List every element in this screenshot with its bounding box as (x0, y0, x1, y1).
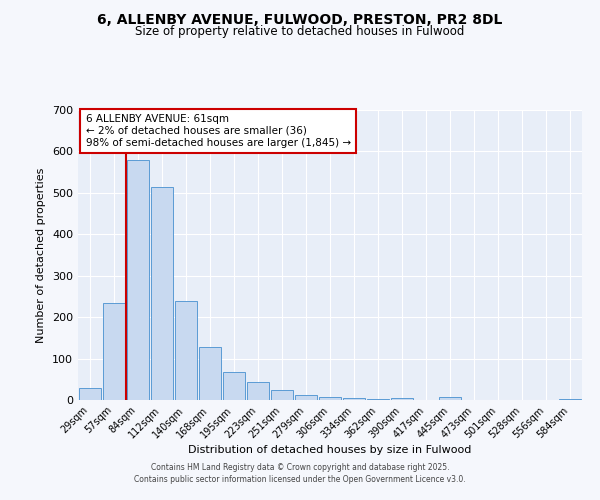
Bar (319, 396, 341, 400)
Text: 6 ALLENBY AVENUE: 61sqm
← 2% of detached houses are smaller (36)
98% of semi-det: 6 ALLENBY AVENUE: 61sqm ← 2% of detached… (86, 114, 350, 148)
Bar (439, 396, 461, 400)
Bar (223, 372, 245, 400)
Bar (103, 302, 125, 400)
Text: 6, ALLENBY AVENUE, FULWOOD, PRESTON, PR2 8DL: 6, ALLENBY AVENUE, FULWOOD, PRESTON, PR2… (97, 12, 503, 26)
Bar (391, 398, 413, 400)
Bar (343, 398, 365, 400)
Bar (271, 390, 293, 400)
Y-axis label: Number of detached properties: Number of detached properties (37, 168, 46, 342)
Text: Size of property relative to detached houses in Fulwood: Size of property relative to detached ho… (136, 25, 464, 38)
Bar (247, 382, 269, 400)
Bar (151, 186, 173, 400)
X-axis label: Distribution of detached houses by size in Fulwood: Distribution of detached houses by size … (188, 446, 472, 456)
Bar (295, 394, 317, 400)
Bar (79, 388, 101, 400)
Bar (367, 399, 389, 400)
Bar (559, 399, 581, 400)
Text: Contains public sector information licensed under the Open Government Licence v3: Contains public sector information licen… (134, 474, 466, 484)
Text: Contains HM Land Registry data © Crown copyright and database right 2025.: Contains HM Land Registry data © Crown c… (151, 464, 449, 472)
Bar (127, 160, 149, 400)
Bar (199, 348, 221, 400)
Bar (175, 300, 197, 400)
